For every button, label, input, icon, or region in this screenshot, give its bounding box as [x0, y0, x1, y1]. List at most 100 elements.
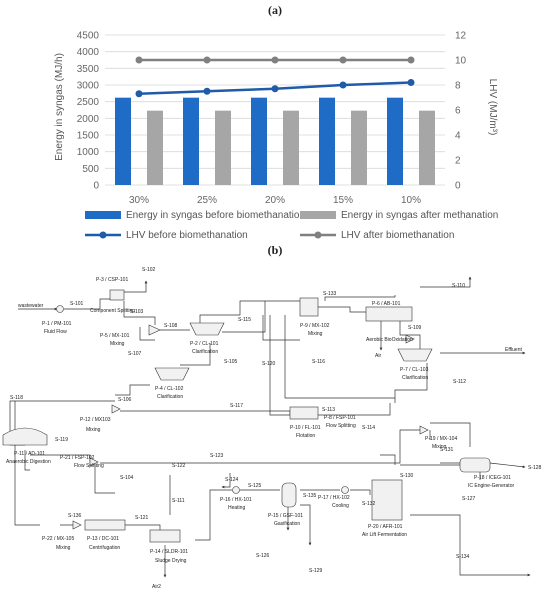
chart-lines	[135, 56, 415, 98]
pump-icon	[56, 305, 64, 313]
legend-marker	[314, 231, 322, 239]
mixer-icon	[419, 425, 429, 435]
stream-label: S-128	[528, 465, 542, 471]
chart-legend: Energy in syngas before biomethanation En…	[85, 210, 498, 241]
stream-label: S-105	[224, 359, 238, 365]
stream-label: S-121	[135, 515, 149, 521]
y-tick-label: 2000	[77, 114, 100, 125]
stream-label: S-126	[256, 553, 270, 559]
unit-label: P-9 / MX-102	[300, 323, 330, 329]
unit-icons	[2, 289, 491, 543]
heater-icon	[232, 486, 240, 494]
panel-b-label: (b)	[267, 243, 283, 257]
stream-label: S-117	[230, 403, 243, 409]
legend-label: LHV before biomethanation	[126, 230, 248, 241]
y2-tick-label: 2	[455, 156, 461, 167]
clarifier-icon	[154, 367, 190, 381]
x-tick-label: 20%	[265, 195, 285, 206]
unit-label: P-22 / MX-105	[42, 536, 74, 542]
stream-label: S-113	[322, 407, 335, 413]
bar	[183, 97, 199, 185]
stream-label: Air	[375, 353, 381, 359]
line-point	[339, 56, 347, 64]
stream-label: S-122	[172, 463, 186, 469]
unit-label: P-20 / AFR-101	[368, 524, 403, 530]
mixer-icon	[148, 324, 161, 336]
panel-a-label: (a)	[268, 3, 282, 17]
unit-sublabel: Sludge Drying	[155, 558, 187, 564]
unit-label: P-15 / GSF-101	[268, 513, 303, 519]
unit-label: P-11 / AD-101	[14, 451, 45, 457]
process-flowsheet: wastewater S-101 S-102 S-103 S-108 S-107…	[2, 267, 542, 590]
fermenter-icon	[371, 479, 403, 521]
splitter-icon	[109, 289, 125, 301]
stream-label: S-110	[452, 283, 465, 289]
y2-tick-label: 8	[455, 81, 461, 92]
y-tick-label: 4000	[77, 47, 100, 58]
stream-label: S-106	[118, 397, 132, 403]
y-tick-label: 4500	[77, 31, 100, 42]
flotation-icon	[289, 406, 319, 420]
engine-generator-icon	[459, 457, 491, 473]
line-point	[135, 90, 143, 98]
splitter-icon	[89, 457, 99, 467]
unit-sublabel: Flotation	[296, 433, 315, 439]
y-tick-label: 0	[93, 181, 99, 192]
stream-label: S-132	[362, 501, 376, 507]
unit-label: P-16 / HX-101	[220, 497, 252, 503]
y-tick-label: 3000	[77, 81, 100, 92]
x-axis-ticks: 30% 25% 20% 15% 10%	[129, 195, 421, 206]
chart-bars	[115, 97, 435, 185]
stream-label: S-111	[172, 498, 185, 504]
unit-sublabel: Anaerobic Digestion	[6, 459, 51, 465]
unit-sublabel: IC Engine-Generator	[468, 483, 514, 489]
unit-sublabel: Mixing	[110, 341, 125, 347]
stream-label: S-109	[408, 325, 422, 331]
stream-label: S-124	[225, 477, 239, 483]
stream-label: S-134	[456, 554, 470, 560]
stream-label: Air2	[152, 584, 161, 590]
unit-sublabel: Mixing	[56, 545, 71, 551]
stream-label: S-119	[55, 437, 68, 443]
y-axis-title: Energy in syngas (MJ/h)	[54, 53, 65, 161]
unit-sublabel: Component Splitting	[90, 308, 135, 314]
dryer-icon	[149, 529, 181, 543]
bar	[251, 97, 267, 185]
stream-label: Effluent	[505, 347, 522, 353]
stream-label: S-135	[303, 493, 317, 499]
unit-label: P-6 / AB-101	[372, 301, 401, 307]
stream-label: S-127	[462, 496, 476, 502]
unit-label: P-14 / SLDR-101	[150, 549, 188, 555]
bar	[319, 97, 335, 185]
unit-sublabel: Clarification	[157, 394, 183, 400]
unit-label: P-8 / FSP-101	[324, 415, 356, 421]
unit-label: P-13 / DC-101	[87, 536, 119, 542]
stream-labels: wastewater S-101 S-102 S-103 S-108 S-107…	[10, 267, 542, 590]
unit-sublabel: Flow Splitting	[74, 463, 104, 469]
legend-swatch	[85, 211, 121, 219]
stream-label: wastewater	[18, 303, 44, 309]
stream-label: S-130	[400, 473, 414, 479]
stream-label: S-129	[309, 568, 323, 574]
stream-label: S-136	[68, 513, 82, 519]
x-tick-label: 10%	[401, 195, 421, 206]
unit-sublabel: Clarification	[402, 375, 428, 381]
line-point	[271, 56, 279, 64]
line-point	[203, 56, 211, 64]
unit-sublabel: Aerobic BioOxidation	[366, 337, 413, 343]
mixer-icon	[111, 404, 121, 414]
mixer-manifold-icon	[299, 297, 319, 317]
digester-icon	[2, 427, 48, 446]
unit-label: P-4 / CL-102	[155, 386, 184, 392]
stream-label: S-123	[210, 453, 224, 459]
y-tick-label: 3500	[77, 64, 100, 75]
unit-sublabel: Heating	[228, 505, 245, 511]
bar	[351, 110, 367, 185]
unit-label: P-17 / HX-102	[318, 495, 350, 501]
y-tick-label: 500	[82, 164, 99, 175]
stream-label: S-107	[128, 351, 142, 357]
unit-label: P-5 / MX-101	[100, 333, 130, 339]
unit-sublabel: Cooling	[332, 503, 349, 509]
stream-label: S-114	[362, 425, 375, 431]
legend-marker	[99, 231, 107, 239]
